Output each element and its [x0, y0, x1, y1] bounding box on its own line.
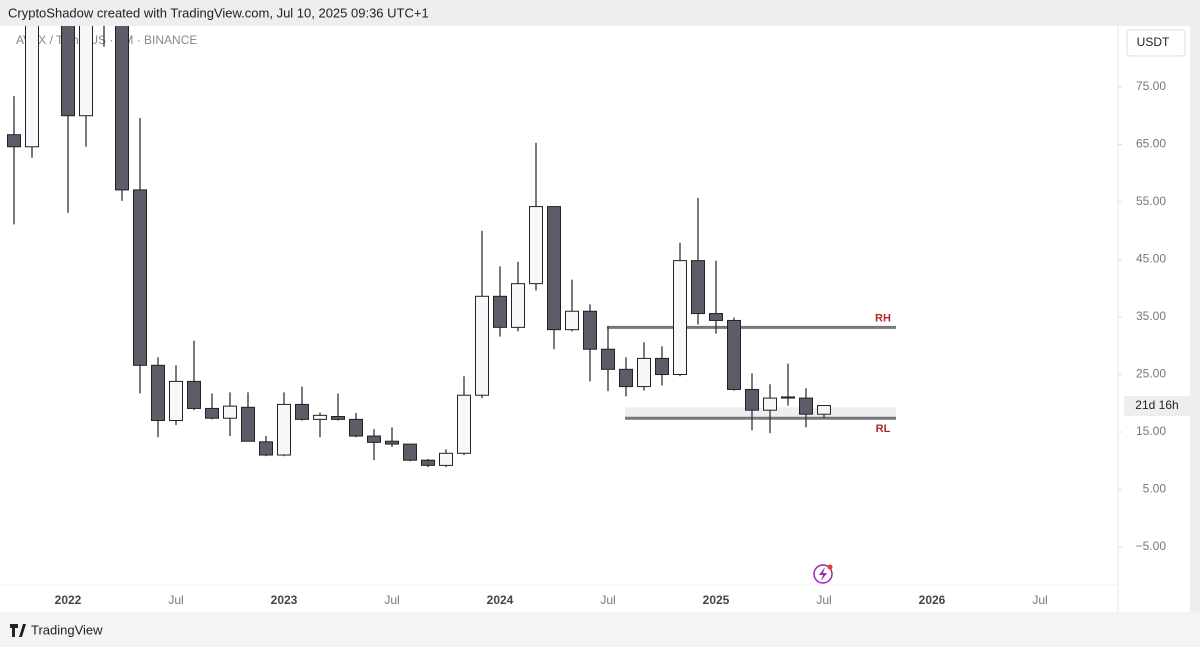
candle-body [781, 396, 795, 399]
candle-body [241, 406, 255, 442]
candle-body [61, 26, 75, 117]
candle-body [133, 189, 147, 366]
x-tick-label: 2025 [703, 593, 730, 607]
x-tick-label: Jul [1032, 593, 1047, 607]
candle-body [547, 206, 561, 331]
candle-body [565, 310, 579, 331]
candle-body [421, 459, 435, 466]
event-dot [827, 564, 833, 570]
currency: USDT [1137, 35, 1170, 49]
candle-body [601, 348, 615, 370]
candle-body [25, 26, 39, 148]
countdown-box [1124, 396, 1190, 416]
candle-body [187, 380, 201, 409]
logo-mark [10, 624, 26, 637]
candle-body [475, 295, 489, 396]
candle-body [403, 443, 417, 461]
candle-body [367, 435, 381, 443]
candle-body [457, 394, 471, 454]
countdown: 21d 16h [1135, 398, 1178, 412]
candle-body [223, 405, 237, 419]
candle-body [637, 357, 651, 388]
y-tick-label: 65.00 [1136, 137, 1166, 151]
x-tick-label: Jul [600, 593, 615, 607]
x-tick-label: Jul [168, 593, 183, 607]
legend-title: AVAX / TetherUS · 1M · BINANCE [16, 33, 197, 47]
header-text: CryptoShadow created with TradingView.co… [8, 5, 429, 20]
candle-body [439, 452, 453, 466]
footer-bar [0, 612, 1200, 647]
candle-body [817, 405, 831, 415]
y-tick-label: 55.00 [1136, 194, 1166, 208]
y-tick-label: −5.00 [1136, 539, 1167, 553]
range-band [625, 407, 896, 419]
candle-body [205, 407, 219, 419]
candle-body [385, 440, 399, 445]
candle-body [115, 26, 129, 191]
candle-body [763, 397, 777, 411]
level-label: RL [876, 423, 891, 435]
y-tick-label: 5.00 [1143, 482, 1167, 496]
currency-box[interactable] [1126, 29, 1186, 57]
candle-body [799, 397, 813, 415]
x-tick-label: 2022 [55, 593, 82, 607]
event-icon-bolt [819, 567, 827, 581]
candles [7, 26, 896, 468]
candle-body [151, 364, 165, 422]
x-tick-label: 2024 [487, 593, 514, 607]
y-tick-label: 45.00 [1136, 252, 1166, 266]
candle-body [619, 368, 633, 388]
candle-body [691, 260, 705, 315]
candle-body [313, 414, 327, 420]
candle-body [727, 319, 741, 390]
candle-body [745, 388, 759, 411]
candle-body [295, 403, 309, 420]
candle-body [511, 283, 525, 328]
candle-body [7, 134, 21, 148]
footer-text: TradingView [31, 622, 103, 637]
candle-body [79, 26, 93, 117]
candle-body [259, 441, 273, 456]
candle-body [277, 403, 291, 456]
x-tick-label: Jul [384, 593, 399, 607]
y-tick-label: 35.00 [1136, 309, 1166, 323]
y-tick-label: 25.00 [1136, 367, 1166, 381]
candle-body [583, 310, 597, 350]
candle-body [655, 357, 669, 376]
candle-body [529, 206, 543, 285]
x-tick-label: 2026 [919, 593, 946, 607]
candle-body [349, 418, 363, 437]
header-bar [0, 0, 1200, 26]
candle-body [493, 295, 507, 328]
candle-body [169, 380, 183, 422]
y-tick-label: 15.00 [1136, 424, 1166, 438]
level-label: RH [875, 312, 891, 324]
candle-body [331, 415, 345, 420]
x-tick-label: 2023 [271, 593, 298, 607]
candle-body [673, 260, 687, 376]
x-tick-label: Jul [816, 593, 831, 607]
y-tick-label: 75.00 [1136, 79, 1166, 93]
candle-body [709, 313, 723, 321]
